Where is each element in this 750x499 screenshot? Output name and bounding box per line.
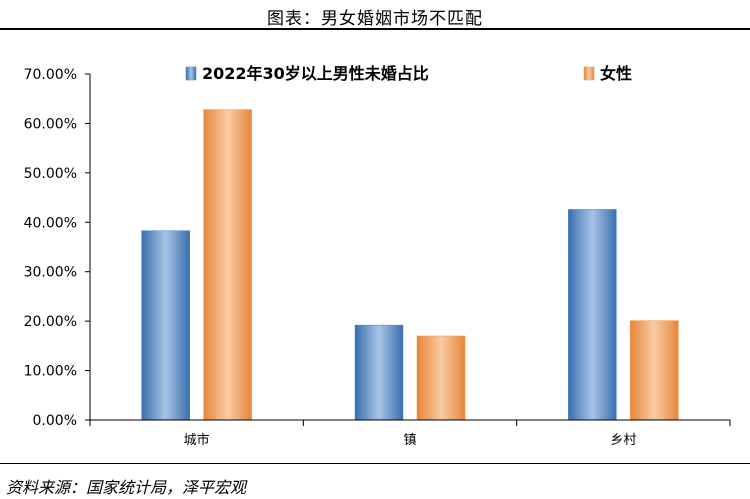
y-tick-label: 70.00% (24, 67, 77, 83)
y-tick-label: 40.00% (24, 215, 77, 231)
y-tick-label: 20.00% (24, 314, 77, 330)
bottom-divider (0, 463, 750, 464)
figure-caption: 图表：男女婚姻市场不匹配 (267, 9, 483, 29)
y-tick-label: 50.00% (24, 166, 77, 182)
legend-item-female-label: 女性 (600, 64, 632, 83)
source-note: 资料来源：国家统计局，泽平宏观 (6, 478, 247, 497)
bar-chart: 0.00% 10.00% 20.00% 30.00% 40.00% 50.00% 60.00… (24, 64, 731, 448)
y-tick-label: 10.00% (24, 364, 77, 380)
legend-item-male-label: 2022年30岁以上男性未婚占比 (202, 64, 429, 83)
top-divider (0, 28, 750, 30)
bar-male (141, 230, 190, 421)
legend: 2022年30岁以上男性未婚占比 女性 (185, 64, 632, 83)
y-tick-label: 0.00% (33, 413, 77, 429)
x-category-label: 乡村 (610, 433, 636, 448)
y-tick-label: 60.00% (24, 116, 77, 132)
bar-male (568, 209, 617, 421)
y-tick-label: 30.00% (24, 265, 77, 281)
bars-group (141, 109, 679, 421)
legend-item-female-swatch (583, 66, 595, 81)
bar-female (203, 109, 252, 421)
x-category-label: 城市 (184, 432, 210, 448)
bar-male (354, 324, 404, 421)
bar-female (630, 320, 679, 421)
legend-item-male-swatch (185, 66, 197, 81)
axes-group: 0.00% 10.00% 20.00% 30.00% 40.00% 50.00% 60.00… (24, 67, 731, 448)
x-category-label: 镇 (403, 433, 416, 448)
bar-female (416, 335, 466, 421)
